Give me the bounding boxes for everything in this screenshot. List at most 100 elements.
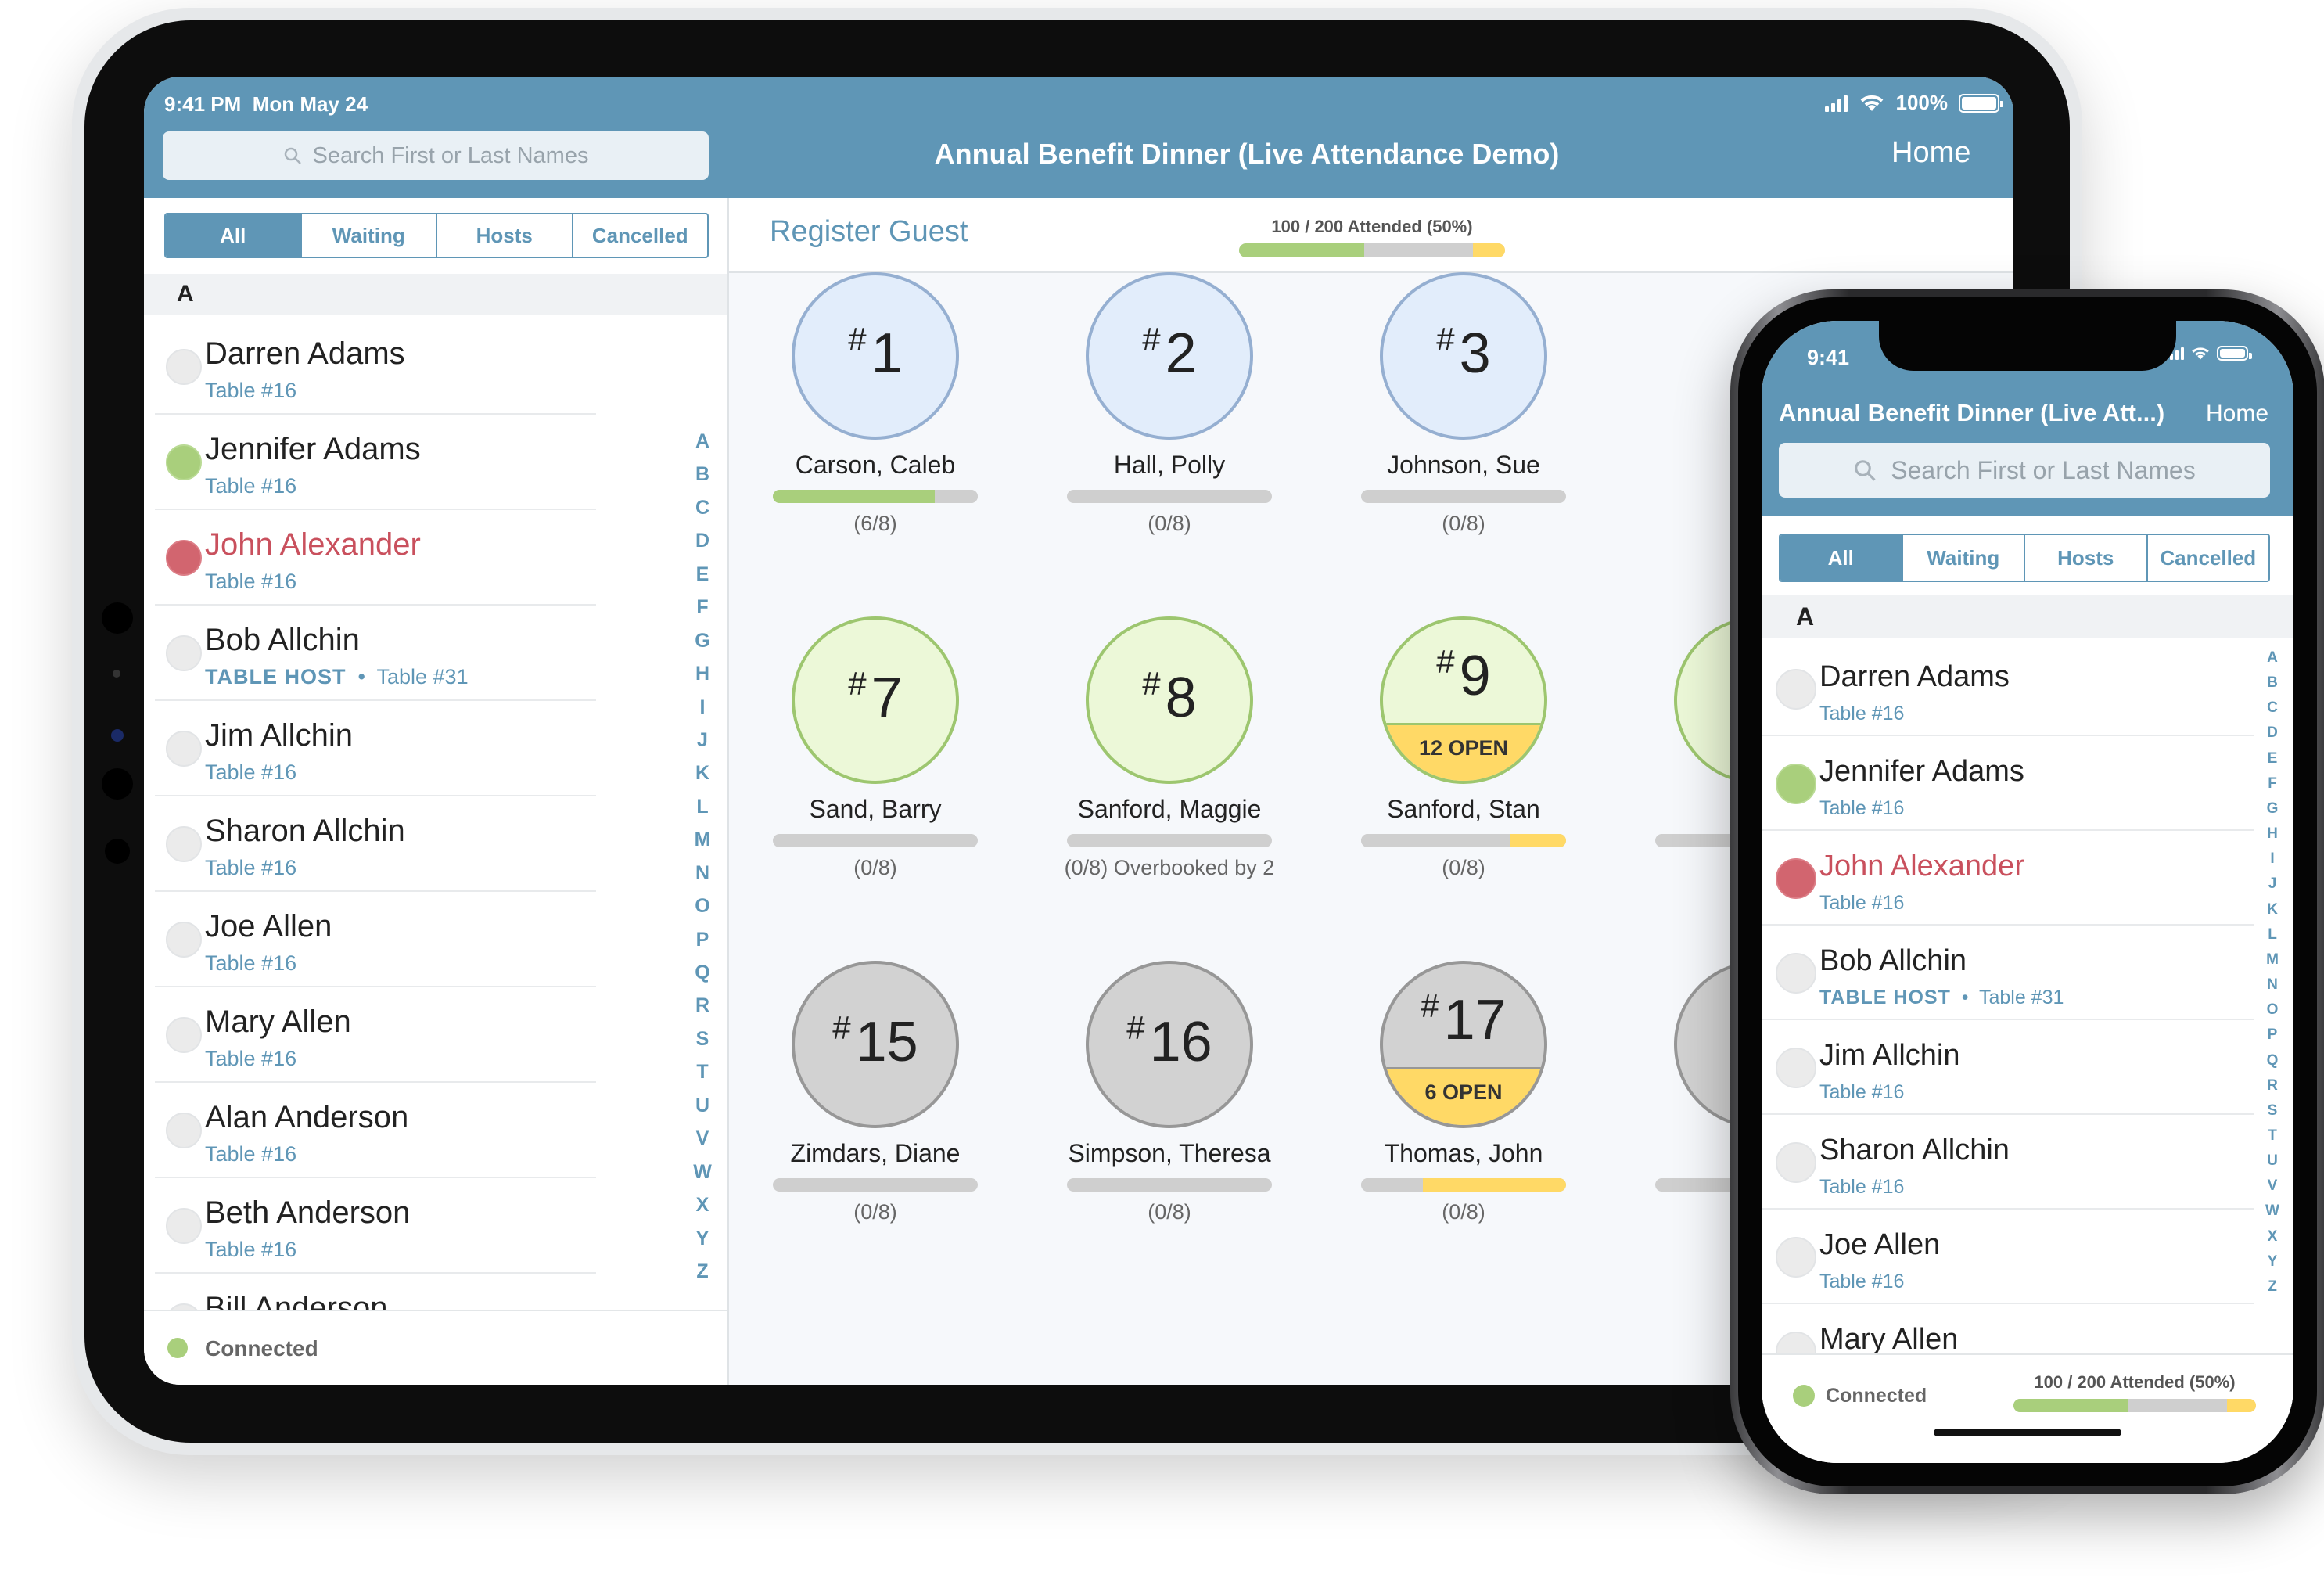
guest-row[interactable]: Mary Allen Table #16 bbox=[155, 987, 596, 1083]
phone-home-button[interactable]: Home bbox=[2206, 401, 2269, 426]
index-letter[interactable]: O bbox=[695, 895, 710, 918]
table-card[interactable]: #8 Sanford, Maggie (0/8) Overbooked by 2 bbox=[1023, 616, 1320, 879]
index-letter[interactable]: H bbox=[2267, 825, 2278, 843]
index-letter[interactable]: S bbox=[2267, 1102, 2278, 1119]
filter-tab-all[interactable]: All bbox=[1780, 535, 1903, 581]
index-letter[interactable]: G bbox=[2266, 800, 2279, 817]
index-letter[interactable]: J bbox=[2268, 875, 2277, 893]
index-letter[interactable]: W bbox=[2265, 1202, 2279, 1220]
index-letter[interactable]: I bbox=[2270, 850, 2275, 868]
table-circle[interactable]: #9 12 OPEN bbox=[1380, 616, 1547, 784]
filter-tab-cancelled[interactable]: Cancelled bbox=[591, 223, 688, 247]
table-circle[interactable]: #1 bbox=[792, 272, 959, 440]
table-card[interactable]: #16 Simpson, Theresa (0/8) bbox=[1023, 961, 1320, 1224]
filter-tab-hosts[interactable]: Hosts bbox=[2025, 535, 2148, 581]
attendance-status-icon[interactable] bbox=[1776, 1236, 1816, 1278]
index-letter[interactable]: H bbox=[695, 663, 710, 685]
index-letter[interactable]: F bbox=[2268, 775, 2277, 792]
attendance-status-icon[interactable] bbox=[1776, 857, 1816, 899]
guest-row[interactable]: Jim Allchin Table #16 bbox=[155, 701, 596, 796]
table-circle[interactable]: #16 bbox=[1086, 961, 1253, 1128]
index-letter[interactable]: C bbox=[2267, 699, 2278, 717]
index-letter[interactable]: X bbox=[695, 1194, 709, 1217]
index-letter[interactable]: P bbox=[695, 928, 709, 951]
index-letter[interactable]: O bbox=[2266, 1001, 2279, 1019]
index-letter[interactable]: Q bbox=[2266, 1051, 2279, 1069]
table-circle[interactable]: #7 bbox=[792, 616, 959, 784]
index-letter[interactable]: T bbox=[696, 1061, 709, 1084]
attendance-status-icon[interactable] bbox=[1776, 952, 1816, 994]
index-letter[interactable]: B bbox=[695, 463, 710, 486]
index-letter[interactable]: E bbox=[2267, 749, 2278, 767]
index-letter[interactable]: N bbox=[695, 861, 710, 884]
table-circle[interactable]: #17 6 OPEN bbox=[1380, 961, 1547, 1128]
home-indicator[interactable] bbox=[1934, 1429, 2121, 1436]
attendance-status-icon[interactable] bbox=[166, 540, 202, 576]
table-card[interactable]: #1 Carson, Caleb (6/8) bbox=[729, 272, 1026, 535]
index-letter[interactable]: R bbox=[695, 994, 710, 1017]
attendance-status-icon[interactable] bbox=[166, 444, 202, 480]
attendance-status-icon[interactable] bbox=[166, 1113, 202, 1148]
table-card[interactable]: #3 Johnson, Sue (0/8) bbox=[1317, 272, 1615, 535]
attendance-status-icon[interactable] bbox=[166, 922, 202, 958]
attendance-status-icon[interactable] bbox=[166, 635, 202, 671]
index-letter[interactable]: F bbox=[696, 596, 709, 619]
index-letter[interactable]: G bbox=[695, 629, 710, 652]
guest-row[interactable]: Darren Adams Table #16 bbox=[1762, 642, 2254, 736]
index-letter[interactable]: S bbox=[695, 1027, 709, 1050]
table-circle[interactable]: #15 bbox=[792, 961, 959, 1128]
index-letter[interactable]: T bbox=[2268, 1127, 2277, 1144]
index-letter[interactable]: C bbox=[695, 496, 710, 519]
index-letter[interactable]: J bbox=[697, 728, 708, 751]
index-letter[interactable]: Y bbox=[695, 1227, 709, 1249]
index-letter[interactable]: D bbox=[2267, 724, 2278, 742]
guest-row[interactable]: Darren Adams Table #16 bbox=[155, 319, 596, 415]
register-guest-button[interactable]: Register Guest bbox=[770, 215, 968, 248]
filter-tab-waiting[interactable]: Waiting bbox=[1903, 535, 2025, 581]
index-letter[interactable]: D bbox=[695, 530, 710, 552]
guest-row[interactable]: Jim Allchin Table #16 bbox=[1762, 1020, 2254, 1115]
guest-row[interactable]: Bob Allchin TABLE HOST • Table #31 bbox=[1762, 926, 2254, 1020]
attendance-status-icon[interactable] bbox=[166, 1208, 202, 1244]
guest-row[interactable]: Alan Anderson Table #16 bbox=[155, 1083, 596, 1178]
index-letter[interactable]: B bbox=[2267, 674, 2278, 692]
guest-row[interactable]: Sharon Allchin Table #16 bbox=[1762, 1115, 2254, 1210]
index-letter[interactable]: L bbox=[696, 795, 709, 818]
attendance-status-icon[interactable] bbox=[1776, 1047, 1816, 1088]
table-circle[interactable]: #3 bbox=[1380, 272, 1547, 440]
guest-row[interactable]: Bob Allchin TABLE HOST • Table #31 bbox=[155, 606, 596, 701]
table-circle[interactable]: #2 bbox=[1086, 272, 1253, 440]
table-circle[interactable]: #8 bbox=[1086, 616, 1253, 784]
index-letter[interactable]: Q bbox=[695, 962, 710, 983]
index-letter[interactable]: X bbox=[2267, 1228, 2278, 1245]
guest-row[interactable]: Jennifer Adams Table #16 bbox=[155, 415, 596, 510]
filter-tab-hosts[interactable]: Hosts bbox=[437, 214, 573, 257]
index-letter[interactable]: R bbox=[2267, 1077, 2278, 1094]
index-letter[interactable]: W bbox=[693, 1160, 712, 1183]
guest-row[interactable]: Joe Allen Table #16 bbox=[155, 892, 596, 987]
index-letter[interactable]: I bbox=[699, 696, 706, 718]
guest-row[interactable]: John Alexander Table #16 bbox=[1762, 831, 2254, 926]
index-letter[interactable]: V bbox=[695, 1127, 709, 1150]
index-letter[interactable]: L bbox=[2268, 926, 2277, 943]
attendance-status-icon[interactable] bbox=[166, 1017, 202, 1053]
guest-row[interactable]: Sharon Allchin Table #16 bbox=[155, 796, 596, 892]
table-card[interactable]: #17 6 OPEN Thomas, John (0/8) bbox=[1317, 961, 1615, 1224]
phone-search-input[interactable]: Search First or Last Names bbox=[1779, 443, 2270, 498]
home-button[interactable]: Home bbox=[1891, 136, 1971, 169]
guest-row[interactable]: Joe Allen Table #16 bbox=[1762, 1210, 2254, 1304]
table-card[interactable]: #9 12 OPEN Sanford, Stan (0/8) bbox=[1317, 616, 1615, 879]
attendance-status-icon[interactable] bbox=[1776, 668, 1816, 710]
table-card[interactable]: #7 Sand, Barry (0/8) bbox=[729, 616, 1026, 879]
filter-tab-waiting[interactable]: Waiting bbox=[302, 214, 437, 257]
guest-row[interactable]: Beth Anderson Table #16 bbox=[155, 1178, 596, 1274]
index-letter[interactable]: M bbox=[694, 829, 711, 851]
index-letter[interactable]: Z bbox=[2268, 1278, 2277, 1295]
filter-tab-cancelled[interactable]: Cancelled bbox=[2160, 545, 2257, 570]
index-letter[interactable]: V bbox=[2267, 1177, 2278, 1195]
index-letter[interactable]: P bbox=[2267, 1026, 2278, 1044]
search-input[interactable]: Search First or Last Names bbox=[163, 131, 709, 180]
index-letter[interactable]: N bbox=[2267, 976, 2278, 994]
